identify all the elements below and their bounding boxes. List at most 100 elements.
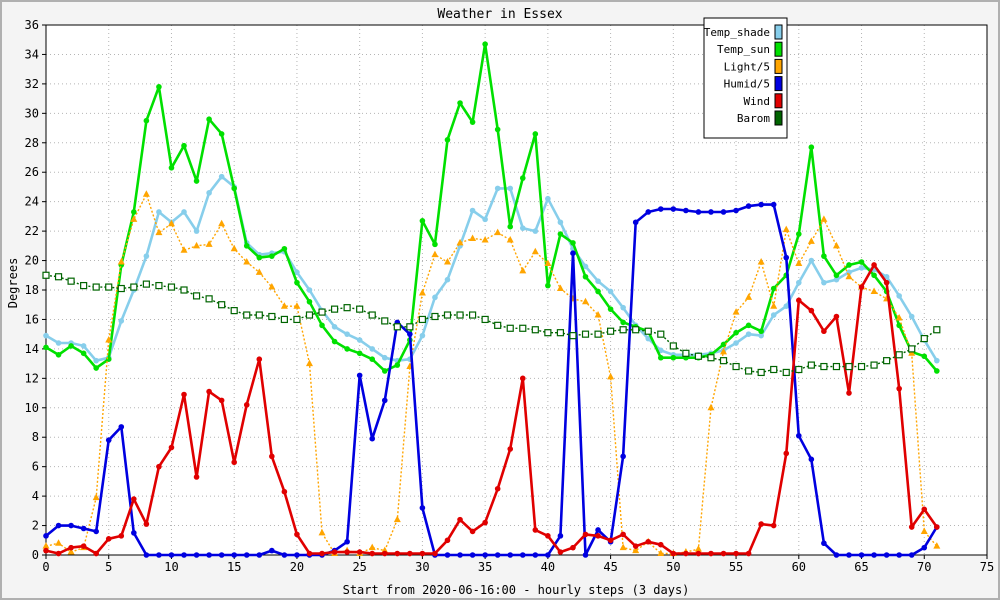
data-point <box>570 544 576 551</box>
data-point <box>281 488 288 495</box>
data-point <box>369 550 376 557</box>
data-point <box>720 341 727 348</box>
data-point <box>557 219 564 226</box>
y-tick-label: 22 <box>25 224 39 238</box>
data-point <box>545 282 551 289</box>
data-point <box>118 318 125 324</box>
data-point <box>105 283 113 291</box>
data-point <box>569 332 577 340</box>
legend-label: Wind <box>744 95 771 108</box>
data-point <box>218 301 226 309</box>
data-point <box>143 521 150 527</box>
y-tick-label: 28 <box>25 136 39 150</box>
data-point <box>833 272 840 279</box>
x-tick-label: 60 <box>792 560 806 574</box>
data-point <box>80 343 87 349</box>
data-point <box>93 550 99 557</box>
data-point <box>758 328 764 335</box>
data-point <box>432 294 438 301</box>
data-point <box>833 552 840 558</box>
data-point <box>883 279 890 286</box>
data-point <box>42 542 50 549</box>
data-point <box>657 541 664 548</box>
y-tick-label: 18 <box>25 283 39 297</box>
data-point <box>846 552 852 558</box>
legend-swatch <box>774 93 783 109</box>
data-point <box>745 293 753 300</box>
axes: 0 5 10 15 20 25 30 35 40 45 50 55 60 65 70 750246810121… <box>25 18 995 574</box>
data-point <box>344 538 350 545</box>
data-point <box>807 361 815 369</box>
data-point <box>783 303 790 309</box>
data-point <box>720 550 727 557</box>
data-point <box>821 253 827 259</box>
data-point <box>394 550 401 557</box>
legend-label: Temp_sun <box>717 43 770 56</box>
data-point <box>168 444 175 451</box>
data-point <box>582 263 589 270</box>
data-point <box>494 126 501 133</box>
data-point <box>43 533 49 539</box>
data-point <box>695 209 702 215</box>
data-point <box>857 362 866 371</box>
data-point <box>305 359 313 367</box>
data-point <box>67 548 75 555</box>
data-point <box>556 329 565 337</box>
data-point <box>407 331 413 337</box>
data-point <box>908 313 915 320</box>
y-tick-label: 14 <box>25 342 39 356</box>
data-point <box>506 324 514 332</box>
data-point <box>507 223 514 230</box>
data-point <box>218 219 226 227</box>
data-point <box>406 323 414 331</box>
data-point <box>92 283 100 291</box>
data-point <box>356 337 363 343</box>
y-tick-label: 4 <box>32 489 39 503</box>
data-point <box>156 552 162 558</box>
data-point <box>732 308 740 315</box>
data-point <box>582 273 589 280</box>
data-point <box>469 234 477 241</box>
data-point <box>757 258 765 265</box>
data-point <box>796 297 802 304</box>
data-point <box>105 536 112 542</box>
data-point <box>469 207 476 214</box>
data-point <box>745 367 753 375</box>
y-tick-label: 16 <box>25 312 39 326</box>
y-tick-label: 6 <box>32 460 39 474</box>
legend-label: Temp_shade <box>704 26 770 39</box>
data-point <box>808 144 815 150</box>
data-point <box>845 362 853 371</box>
data-point <box>243 311 251 319</box>
data-point <box>570 250 576 256</box>
data-point <box>206 552 212 558</box>
data-point <box>758 201 764 208</box>
data-point <box>934 524 940 530</box>
data-point <box>808 257 815 264</box>
series-line <box>45 193 938 555</box>
data-point <box>682 349 690 357</box>
x-tick-label: 10 <box>164 560 178 574</box>
data-point <box>871 272 877 279</box>
data-point <box>883 552 890 558</box>
data-point <box>93 528 99 535</box>
data-point <box>757 368 765 377</box>
data-point <box>694 352 703 360</box>
data-point <box>481 315 489 324</box>
data-point <box>531 326 539 334</box>
data-point <box>131 209 137 215</box>
data-point <box>306 550 313 557</box>
legend-box <box>703 17 788 139</box>
legend-swatch <box>774 24 783 40</box>
legend-swatch <box>774 58 783 74</box>
data-point <box>632 219 639 226</box>
data-point <box>319 550 325 557</box>
data-point <box>117 284 125 293</box>
data-point <box>871 262 877 268</box>
data-point <box>105 336 113 343</box>
data-point <box>669 342 677 350</box>
data-point <box>393 515 401 523</box>
data-point <box>921 353 928 360</box>
legend-label: Humid/5 <box>724 78 770 91</box>
data-point <box>93 365 99 371</box>
